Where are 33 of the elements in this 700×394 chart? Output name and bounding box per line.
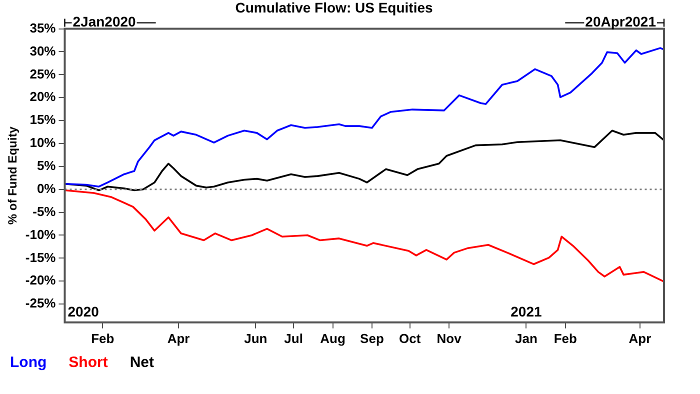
- y-tick-label: 5%: [36, 158, 56, 174]
- x-tick-label: Nov: [436, 330, 462, 346]
- y-tick-label: 15%: [30, 112, 56, 128]
- x-tick-label: Apr: [167, 330, 190, 346]
- text: Short: [68, 354, 108, 371]
- annotation: 2021: [510, 303, 542, 320]
- annotation: 2020: [68, 303, 100, 320]
- x-tick-label: Apr: [628, 330, 652, 346]
- annotation: 2Jan2020: [72, 14, 136, 30]
- x-tick-label: Feb: [91, 330, 114, 346]
- y-tick-label: -10%: [25, 226, 56, 242]
- x-tick-label: Jun: [244, 330, 268, 346]
- y-tick-label: 0%: [36, 180, 56, 196]
- chart-title: Cumulative Flow: US Equities: [235, 0, 433, 16]
- x-tick-label: Oct: [399, 330, 422, 346]
- y-axis-title: % of Fund Equity: [6, 126, 20, 225]
- y-tick-label: -20%: [25, 272, 56, 288]
- text: Net: [130, 354, 154, 371]
- y-tick-label: -25%: [25, 296, 56, 311]
- y-tick-label: 30%: [30, 43, 56, 58]
- x-tick-label: Jul: [284, 330, 303, 346]
- y-tick-label: 20%: [30, 89, 56, 104]
- x-tick-label: Feb: [554, 330, 577, 346]
- y-tick-label: -15%: [25, 250, 56, 265]
- y-tick-label: 35%: [30, 20, 56, 36]
- x-tick-label: Jan: [514, 330, 538, 346]
- annotation: 20Apr2021: [585, 14, 656, 30]
- x-tick-label: Sep: [360, 330, 384, 346]
- y-tick-label: 25%: [30, 66, 56, 82]
- x-tick-label: Aug: [320, 330, 346, 346]
- text: Long: [10, 354, 47, 371]
- y-tick-label: -5%: [32, 204, 56, 219]
- y-tick-label: 10%: [30, 135, 56, 150]
